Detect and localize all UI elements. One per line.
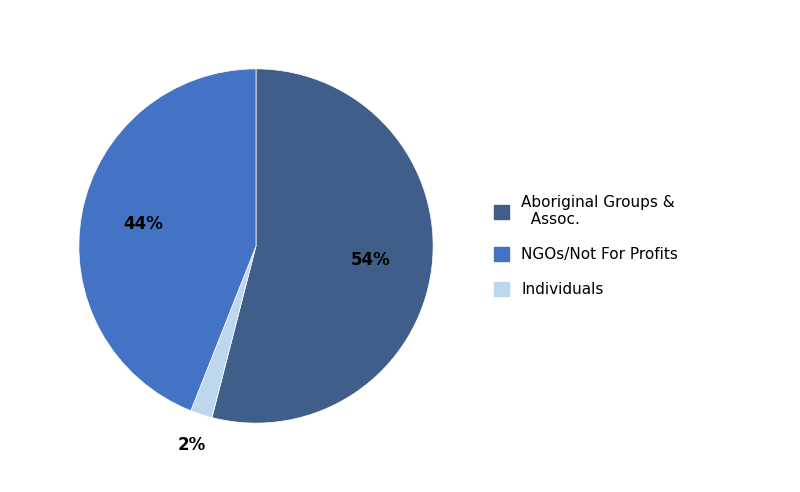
Text: 2%: 2% — [178, 436, 206, 454]
Text: 54%: 54% — [350, 251, 390, 270]
Wedge shape — [212, 69, 433, 423]
Legend: Aboriginal Groups &
  Assoc., NGOs/Not For Profits, Individuals: Aboriginal Groups & Assoc., NGOs/Not For… — [494, 195, 678, 297]
Wedge shape — [190, 246, 256, 418]
Wedge shape — [79, 69, 256, 411]
Text: 44%: 44% — [123, 215, 163, 233]
